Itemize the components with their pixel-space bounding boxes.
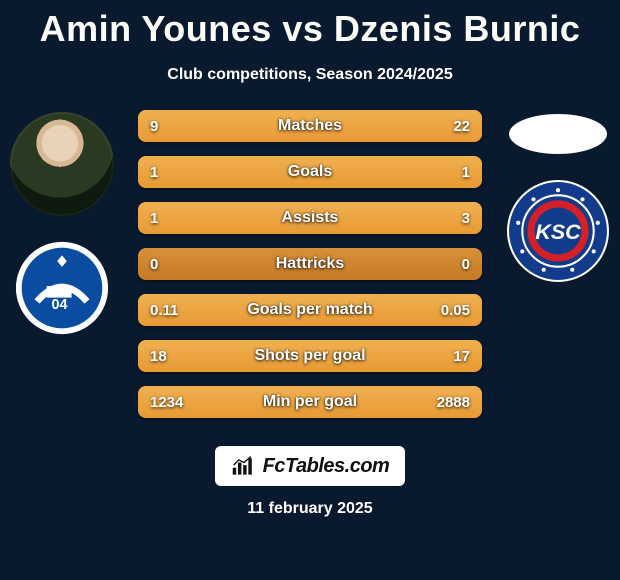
comparison-bars: Matches922Goals11Assists13Hattricks00Goa…: [138, 110, 482, 432]
stat-row: Matches9 22: [138, 110, 482, 142]
stat-label: Shots per goal: [138, 340, 482, 372]
fctables-logo-icon: [231, 455, 257, 477]
fctables-logo[interactable]: FcTables.com: [215, 446, 405, 486]
stat-label: Min per goal: [138, 386, 482, 418]
stat-value-left: 9: [150, 110, 158, 142]
stat-value-right: 0.05: [441, 294, 470, 326]
player2-avatar-placeholder: [509, 114, 607, 154]
stat-value-right: 22: [453, 110, 470, 142]
comparison-content: 04 KSC Matc: [0, 108, 620, 438]
brand-text: FcTables.com: [263, 455, 390, 478]
stat-value-right: 1: [462, 156, 470, 188]
svg-text:04: 04: [51, 297, 67, 313]
brand-prefix: Fc: [263, 455, 285, 477]
stat-value-left: 1: [150, 156, 158, 188]
player2-name: Dzenis Burnic: [334, 8, 581, 49]
stat-value-left: 18: [150, 340, 167, 372]
vs-text: vs: [282, 8, 323, 49]
stat-row: Assists1 3: [138, 202, 482, 234]
stat-value-left: 1: [150, 202, 158, 234]
stat-value-left: 0.11: [150, 294, 178, 326]
stat-value-right: 17: [453, 340, 470, 372]
stat-value-right: 2888: [437, 386, 470, 418]
right-player-column: KSC: [498, 108, 618, 282]
player1-avatar: [10, 112, 114, 216]
schalke-badge: 04: [14, 240, 110, 336]
left-player-column: 04: [2, 108, 122, 336]
brand-suffix: Tables.com: [285, 455, 389, 477]
player1-name: Amin Younes: [40, 8, 272, 49]
stat-row: Min per goal1234 2888: [138, 386, 482, 418]
svg-text:KSC: KSC: [535, 220, 581, 244]
stat-value-right: 0: [462, 248, 470, 280]
stat-row: Hattricks0 0: [138, 248, 482, 280]
stat-value-right: 3: [462, 202, 470, 234]
stat-value-left: 0: [150, 248, 158, 280]
ksc-badge: KSC: [507, 180, 609, 282]
stat-row: Goals1 1: [138, 156, 482, 188]
stat-row: Shots per goal18 17: [138, 340, 482, 372]
stat-row: Goals per match0.11 0.05: [138, 294, 482, 326]
stat-label: Assists: [138, 202, 482, 234]
stat-label: Hattricks: [138, 248, 482, 280]
stat-label: Goals per match: [138, 294, 482, 326]
stat-label: Goals: [138, 156, 482, 188]
date-text: 11 february 2025: [0, 500, 620, 518]
subtitle: Club competitions, Season 2024/2025: [0, 66, 620, 84]
page-title: Amin Younes vs Dzenis Burnic: [0, 0, 620, 50]
stat-value-left: 1234: [150, 386, 183, 418]
stat-label: Matches: [138, 110, 482, 142]
